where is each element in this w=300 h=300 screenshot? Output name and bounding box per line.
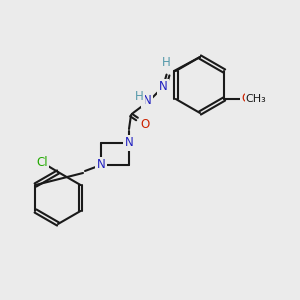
Text: H: H (162, 56, 170, 70)
Text: N: N (159, 80, 167, 94)
Text: O: O (140, 118, 150, 131)
Text: H: H (135, 89, 143, 103)
Text: CH₃: CH₃ (246, 94, 267, 104)
Text: N: N (97, 158, 105, 172)
Text: N: N (142, 94, 152, 106)
Text: O: O (242, 92, 251, 106)
Text: N: N (124, 136, 134, 149)
Text: Cl: Cl (36, 155, 48, 169)
